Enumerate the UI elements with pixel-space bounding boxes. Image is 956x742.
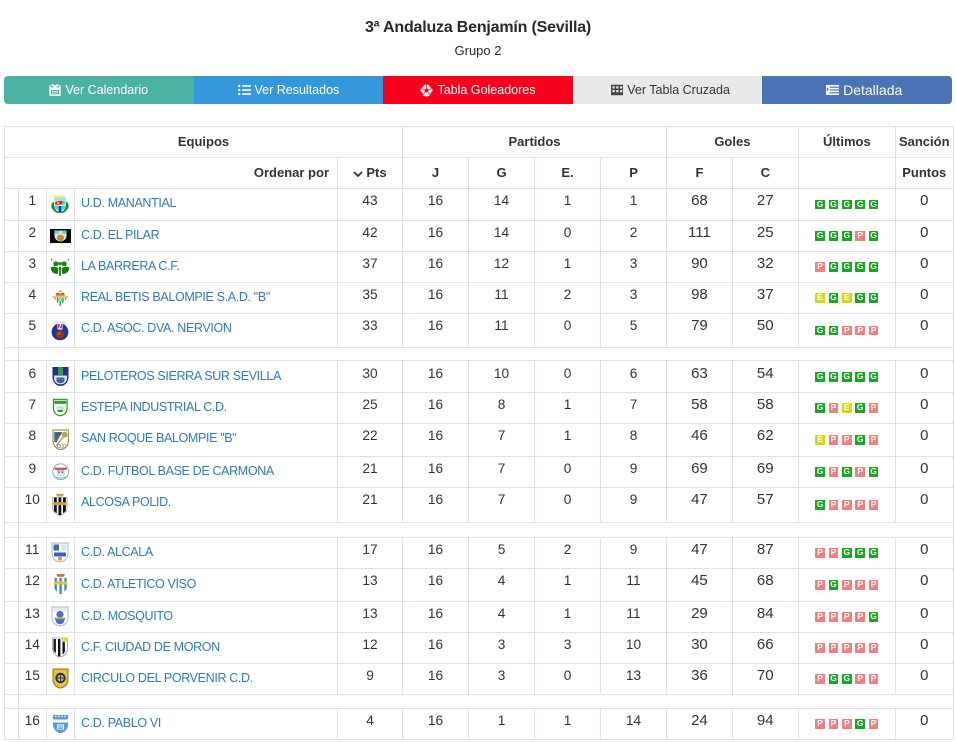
svg-text:N: N: [58, 323, 63, 330]
